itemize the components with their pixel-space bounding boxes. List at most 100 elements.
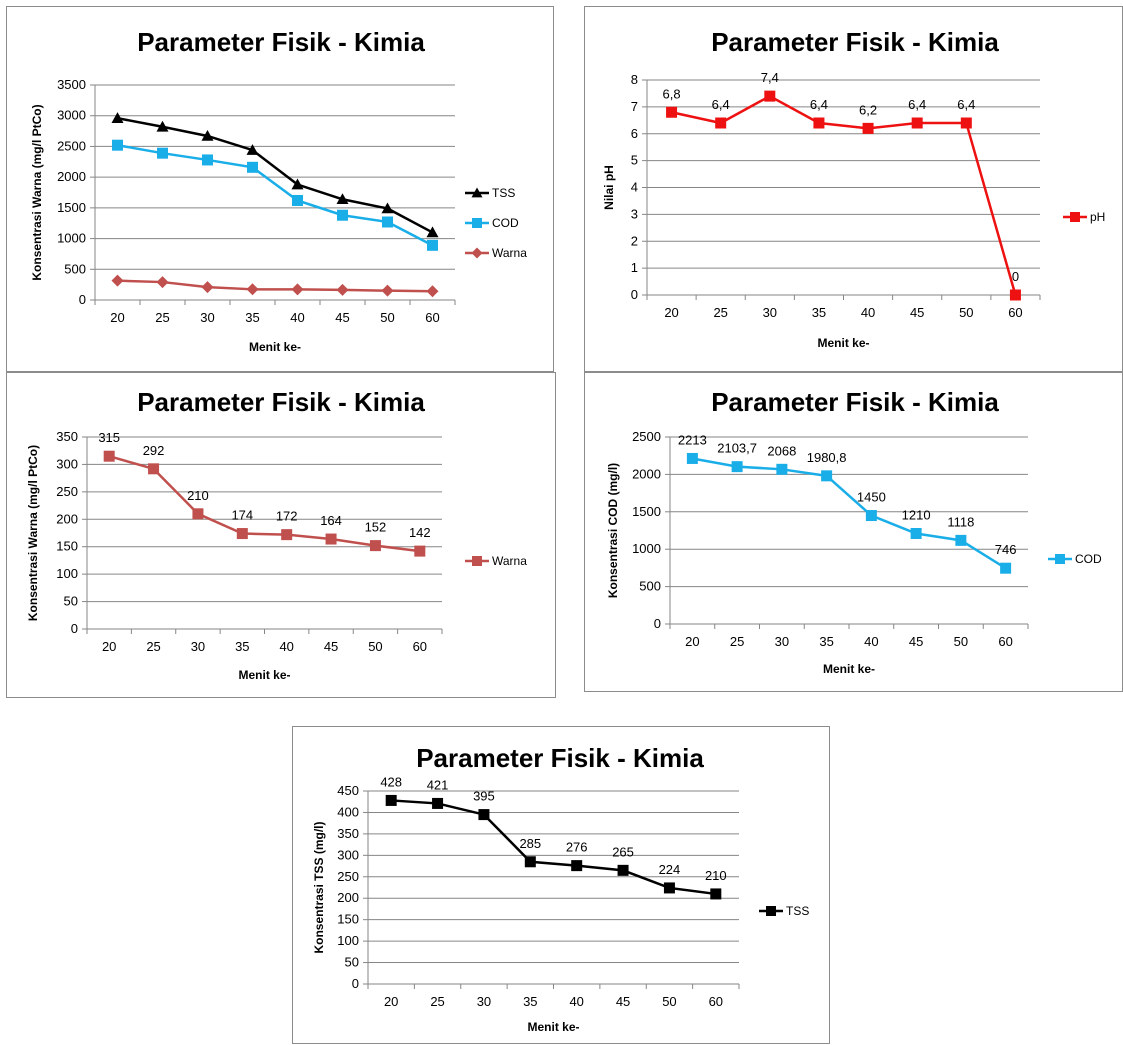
x-tick-label: 25 <box>713 305 727 320</box>
chart-title: Parameter Fisik - Kimia <box>416 743 704 773</box>
x-tick-label: 50 <box>959 305 973 320</box>
y-axis-label: Nilai pH <box>602 165 616 210</box>
legend-marker <box>472 218 482 228</box>
data-point <box>201 281 214 294</box>
data-point <box>381 284 394 297</box>
data-point <box>432 797 444 809</box>
data-point <box>426 285 439 298</box>
x-tick-label: 60 <box>425 310 439 325</box>
x-tick-label: 50 <box>662 994 676 1009</box>
chart-title: Parameter Fisik - Kimia <box>137 387 425 417</box>
series-line-cod <box>117 143 434 247</box>
chart-tss: Parameter Fisik - Kimia 0 50 100 150 200 250 30… <box>312 743 809 1034</box>
x-tick-label: 20 <box>110 310 124 325</box>
x-axis-label: Menit ke- <box>823 662 875 676</box>
y-tick-label: 2500 <box>632 429 661 444</box>
chart-warna: Parameter Fisik - Kimia 0 50 100 150 200 250 30… <box>26 387 527 682</box>
data-label: 6,4 <box>712 97 730 112</box>
x-tick-label: 35 <box>245 310 259 325</box>
legend-marker <box>1055 554 1065 564</box>
data-point <box>291 283 304 296</box>
data-label: 152 <box>365 520 387 535</box>
data-point <box>369 540 381 552</box>
y-tick-label: 2 <box>631 233 638 248</box>
y-tick-label: 4 <box>631 180 638 195</box>
y-tick-label: 50 <box>345 955 359 970</box>
y-tick-label: 300 <box>337 847 359 862</box>
y-tick-label: 400 <box>337 804 359 819</box>
y-tick-label: 0 <box>71 621 78 636</box>
data-label: 276 <box>566 840 588 855</box>
data-point <box>157 147 168 159</box>
data-label: 0 <box>1012 269 1019 284</box>
data-point <box>666 106 678 118</box>
chart-panel-ph: Parameter Fisik - Kimia 0 1 2 3 4 5 6 7 8 20 25 30 35… <box>584 6 1123 372</box>
x-tick-label: 40 <box>861 305 875 320</box>
data-point <box>381 202 394 214</box>
data-point <box>960 117 972 129</box>
data-point <box>385 794 397 806</box>
y-tick-label: 0 <box>654 616 661 631</box>
data-label: 210 <box>705 868 727 883</box>
data-point <box>764 90 776 102</box>
x-tick-label: 45 <box>909 634 923 649</box>
legend-marker <box>471 247 483 259</box>
data-point <box>291 178 304 190</box>
data-label: 7,4 <box>761 70 779 85</box>
y-tick-label: 3 <box>631 206 638 221</box>
data-point <box>281 529 293 541</box>
x-tick-label: 20 <box>685 634 699 649</box>
data-label: 1450 <box>857 490 886 505</box>
x-tick-label: 20 <box>102 639 116 654</box>
x-tick-label: 60 <box>998 634 1012 649</box>
y-tick-label: 300 <box>56 456 78 471</box>
y-tick-label: 250 <box>337 869 359 884</box>
y-tick-label: 100 <box>56 566 78 581</box>
data-label: 292 <box>143 443 165 458</box>
data-label: 265 <box>612 844 634 859</box>
y-tick-label: 6 <box>631 126 638 141</box>
x-tick-label: 30 <box>200 310 214 325</box>
series-line-tss <box>117 116 434 234</box>
data-label: 2213 <box>678 432 707 447</box>
x-tick-label: 25 <box>430 994 444 1009</box>
y-tick-label: 0 <box>631 287 638 302</box>
y-tick-label: 1500 <box>632 504 661 519</box>
data-label: 1210 <box>902 507 931 522</box>
data-point <box>325 533 337 545</box>
data-point <box>336 193 349 205</box>
data-label: 1118 <box>947 514 974 529</box>
x-tick-label: 25 <box>730 634 744 649</box>
y-axis-label: Konsentrasi COD (mg/l) <box>606 463 620 598</box>
legend-marker <box>766 906 776 916</box>
chart-title: Parameter Fisik - Kimia <box>137 27 425 57</box>
x-tick-label: 35 <box>819 634 833 649</box>
x-tick-label: 35 <box>812 305 826 320</box>
data-point <box>715 117 727 129</box>
y-tick-label: 7 <box>631 99 638 114</box>
y-tick-label: 200 <box>337 890 359 905</box>
x-tick-label: 25 <box>155 310 169 325</box>
data-point <box>663 882 675 894</box>
data-label: 174 <box>231 508 253 523</box>
data-point <box>292 194 303 206</box>
chart-title: Parameter Fisik - Kimia <box>711 27 999 57</box>
x-tick-label: 40 <box>569 994 583 1009</box>
y-tick-label: 5 <box>631 153 638 168</box>
y-tick-label: 1000 <box>632 541 661 556</box>
chart-combined: Parameter Fisik - Kimia 0 500 1000 1500 2000 2… <box>30 27 527 354</box>
x-tick-label: 50 <box>368 639 382 654</box>
legend-label: Warna <box>492 554 527 568</box>
x-tick-label: 50 <box>380 310 394 325</box>
series-line-warna <box>108 454 420 553</box>
x-tick-label: 45 <box>910 305 924 320</box>
series-line-cod <box>692 457 1007 570</box>
legend-label: TSS <box>786 904 809 918</box>
data-label: 428 <box>380 774 402 789</box>
y-tick-label: 2000 <box>632 466 661 481</box>
legend-marker <box>472 556 482 566</box>
data-label: 315 <box>98 430 120 445</box>
data-point <box>686 452 698 464</box>
x-tick-label: 45 <box>335 310 349 325</box>
chart-title: Parameter Fisik - Kimia <box>711 387 999 417</box>
